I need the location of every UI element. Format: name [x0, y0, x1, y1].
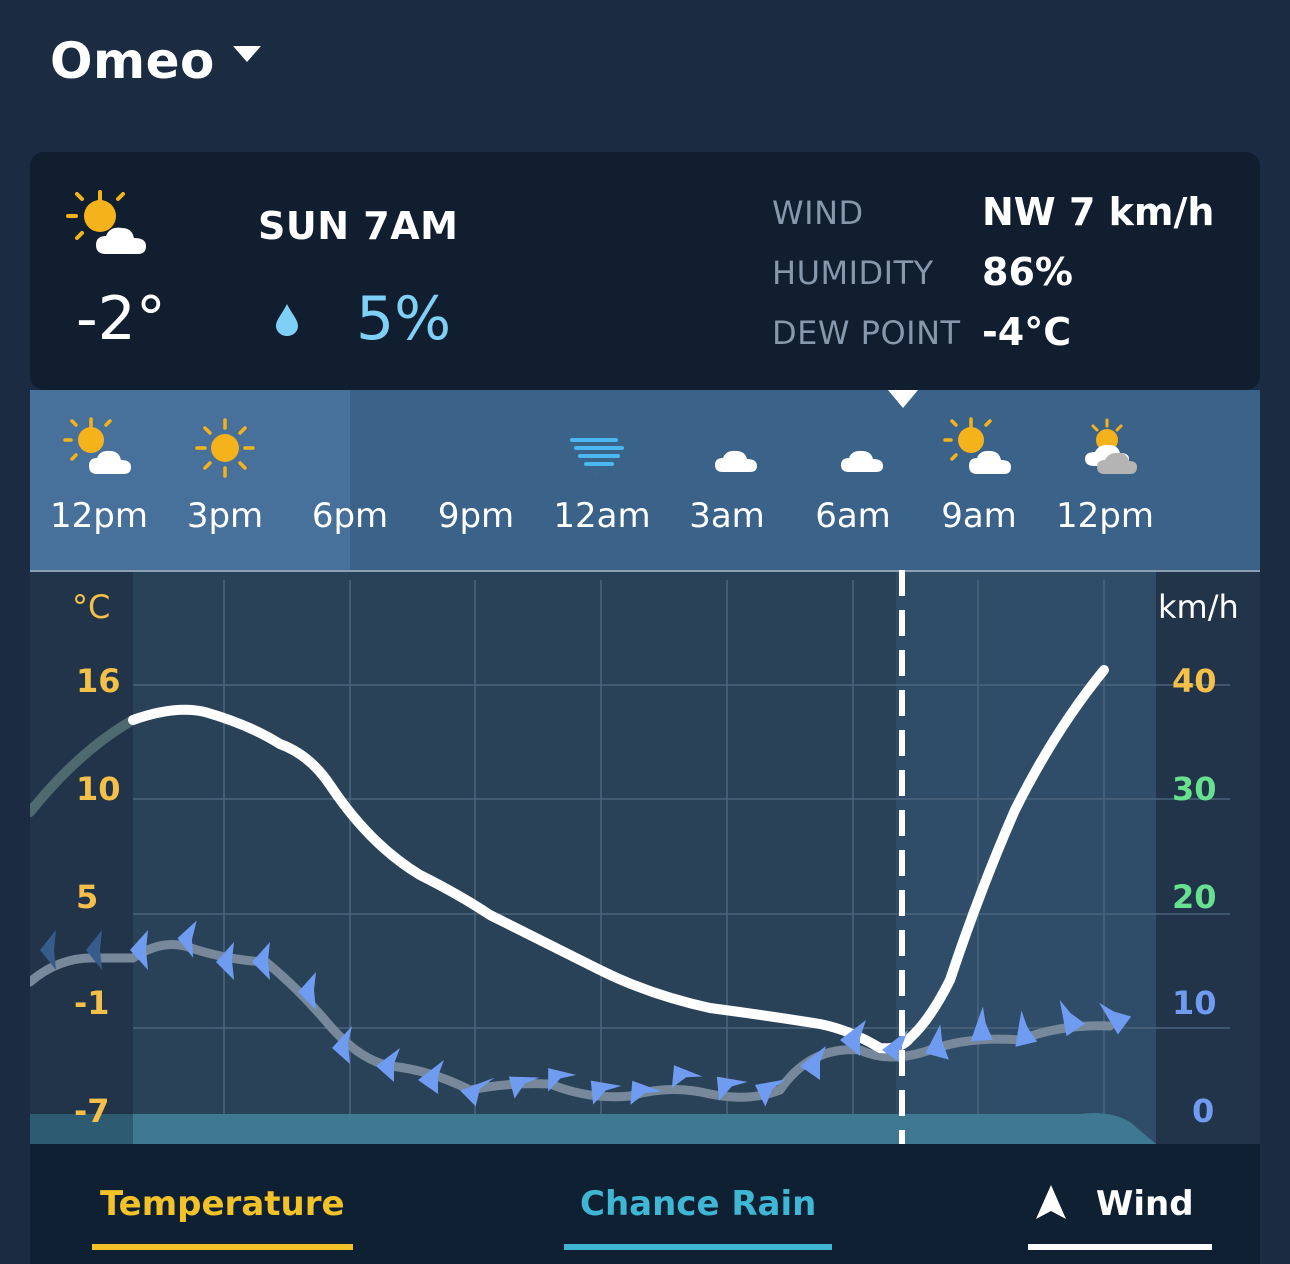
humidity-label: HUMIDITY — [772, 254, 934, 292]
legend-temperature-underline — [92, 1244, 353, 1250]
sun-cloudy-icon — [1085, 418, 1137, 474]
hour-label: 9pm — [437, 496, 515, 536]
hour-label: 12am — [553, 496, 651, 536]
hour-slot[interactable]: 12am — [539, 390, 665, 536]
temperature-unit-label: °C — [72, 588, 111, 626]
hour-slot[interactable]: 12pm — [36, 390, 162, 536]
left-axis-panel — [30, 570, 133, 1144]
wind-arrow-icon — [1036, 1185, 1066, 1219]
wind-value: NW 7 km/h — [982, 190, 1215, 234]
app-header: Omeo — [0, 0, 1290, 150]
rain-chance-area — [133, 1113, 1156, 1144]
legend-wind-toggle[interactable]: Wind — [1028, 1184, 1212, 1250]
future-shade — [896, 570, 1156, 1144]
chart-canvas — [30, 570, 1260, 1144]
hour-label: 6am — [815, 496, 891, 536]
temp-tick-label: 10 — [76, 770, 121, 808]
raindrop-icon — [276, 304, 298, 336]
rain-chance-value: 5% — [356, 284, 452, 354]
temp-tick-label: -7 — [74, 1092, 110, 1130]
moon-cloud-icon — [701, 426, 757, 472]
wind-tick-label: 20 — [1172, 878, 1217, 916]
location-selector[interactable]: Omeo — [50, 32, 261, 90]
hourly-timeline[interactable]: 12pm 3pm 6pm 9pm — [30, 390, 1260, 570]
hour-label: 6pm — [311, 496, 389, 536]
caret-down-icon — [232, 46, 261, 62]
hour-label: 12pm — [50, 496, 148, 536]
hour-slot[interactable]: 9pm — [413, 390, 539, 536]
temp-tick-label: 5 — [76, 878, 99, 916]
sun-icon — [195, 418, 255, 478]
legend-temperature-toggle[interactable]: Temperature — [92, 1184, 353, 1250]
rain-chance-area-past — [30, 1114, 133, 1144]
legend-rain-toggle[interactable]: Chance Rain — [564, 1184, 833, 1250]
right-axis-panel — [1156, 570, 1260, 1144]
past-hours-shade — [30, 390, 350, 570]
moon-icon — [452, 422, 497, 474]
hour-slot[interactable]: 6am — [790, 390, 916, 536]
moon-icon — [326, 422, 371, 474]
windy-moon-icon — [570, 424, 630, 475]
hour-label: 9am — [941, 496, 1017, 536]
sun-cloud-icon — [66, 190, 146, 254]
dew-point-label: DEW POINT — [772, 314, 961, 352]
wind-tick-label: 30 — [1172, 770, 1217, 808]
current-time-pointer-icon — [888, 390, 918, 408]
location-name: Omeo — [50, 32, 215, 90]
forecast-chart[interactable]: °C km/h 16 10 5 -1 -7 40 30 20 10 0 — [30, 390, 1260, 1144]
forecast-day-time: SUN 7AM — [258, 204, 459, 248]
temp-tick-label: 16 — [76, 662, 121, 700]
hour-slot[interactable]: 12pm — [1042, 390, 1168, 536]
legend-wind-label: Wind — [1095, 1184, 1194, 1224]
legend-wind-underline — [1028, 1244, 1212, 1250]
moon-cloud-icon — [827, 426, 883, 472]
hour-label: 12pm — [1056, 496, 1154, 536]
wind-tick-label: 40 — [1172, 662, 1217, 700]
sun-cloud-icon — [943, 417, 1011, 474]
temperature-line — [128, 665, 1109, 1054]
wind-tick-label: 0 — [1192, 1092, 1215, 1130]
legend-rain-label: Chance Rain — [580, 1184, 817, 1224]
hour-label: 3am — [689, 496, 765, 536]
wind-unit-label: km/h — [1158, 588, 1239, 626]
hour-slot[interactable]: 6pm — [287, 390, 413, 536]
hour-slot[interactable]: 3am — [664, 390, 790, 536]
wind-direction-arrows — [40, 920, 1132, 1107]
wind-label: WIND — [772, 194, 864, 232]
dew-point-value: -4°C — [982, 310, 1072, 354]
hour-slot[interactable]: 9am — [916, 390, 1042, 536]
current-conditions-card: -2° SUN 7AM 5% WIND NW 7 km/h HUMIDITY 8… — [30, 152, 1260, 390]
sun-cloud-icon — [63, 417, 131, 474]
temp-tick-label: -1 — [74, 984, 110, 1022]
hour-label: 3pm — [186, 496, 264, 536]
legend-rain-underline — [564, 1244, 833, 1250]
wind-tick-label: 10 — [1172, 984, 1217, 1022]
humidity-value: 86% — [982, 250, 1073, 294]
hour-slot[interactable]: 3pm — [162, 390, 288, 536]
chart-legend: Temperature Chance Rain Wind — [30, 1144, 1260, 1264]
current-temperature: -2° — [76, 284, 166, 354]
temperature-line-past — [30, 715, 138, 817]
legend-temperature-label: Temperature — [100, 1184, 345, 1224]
